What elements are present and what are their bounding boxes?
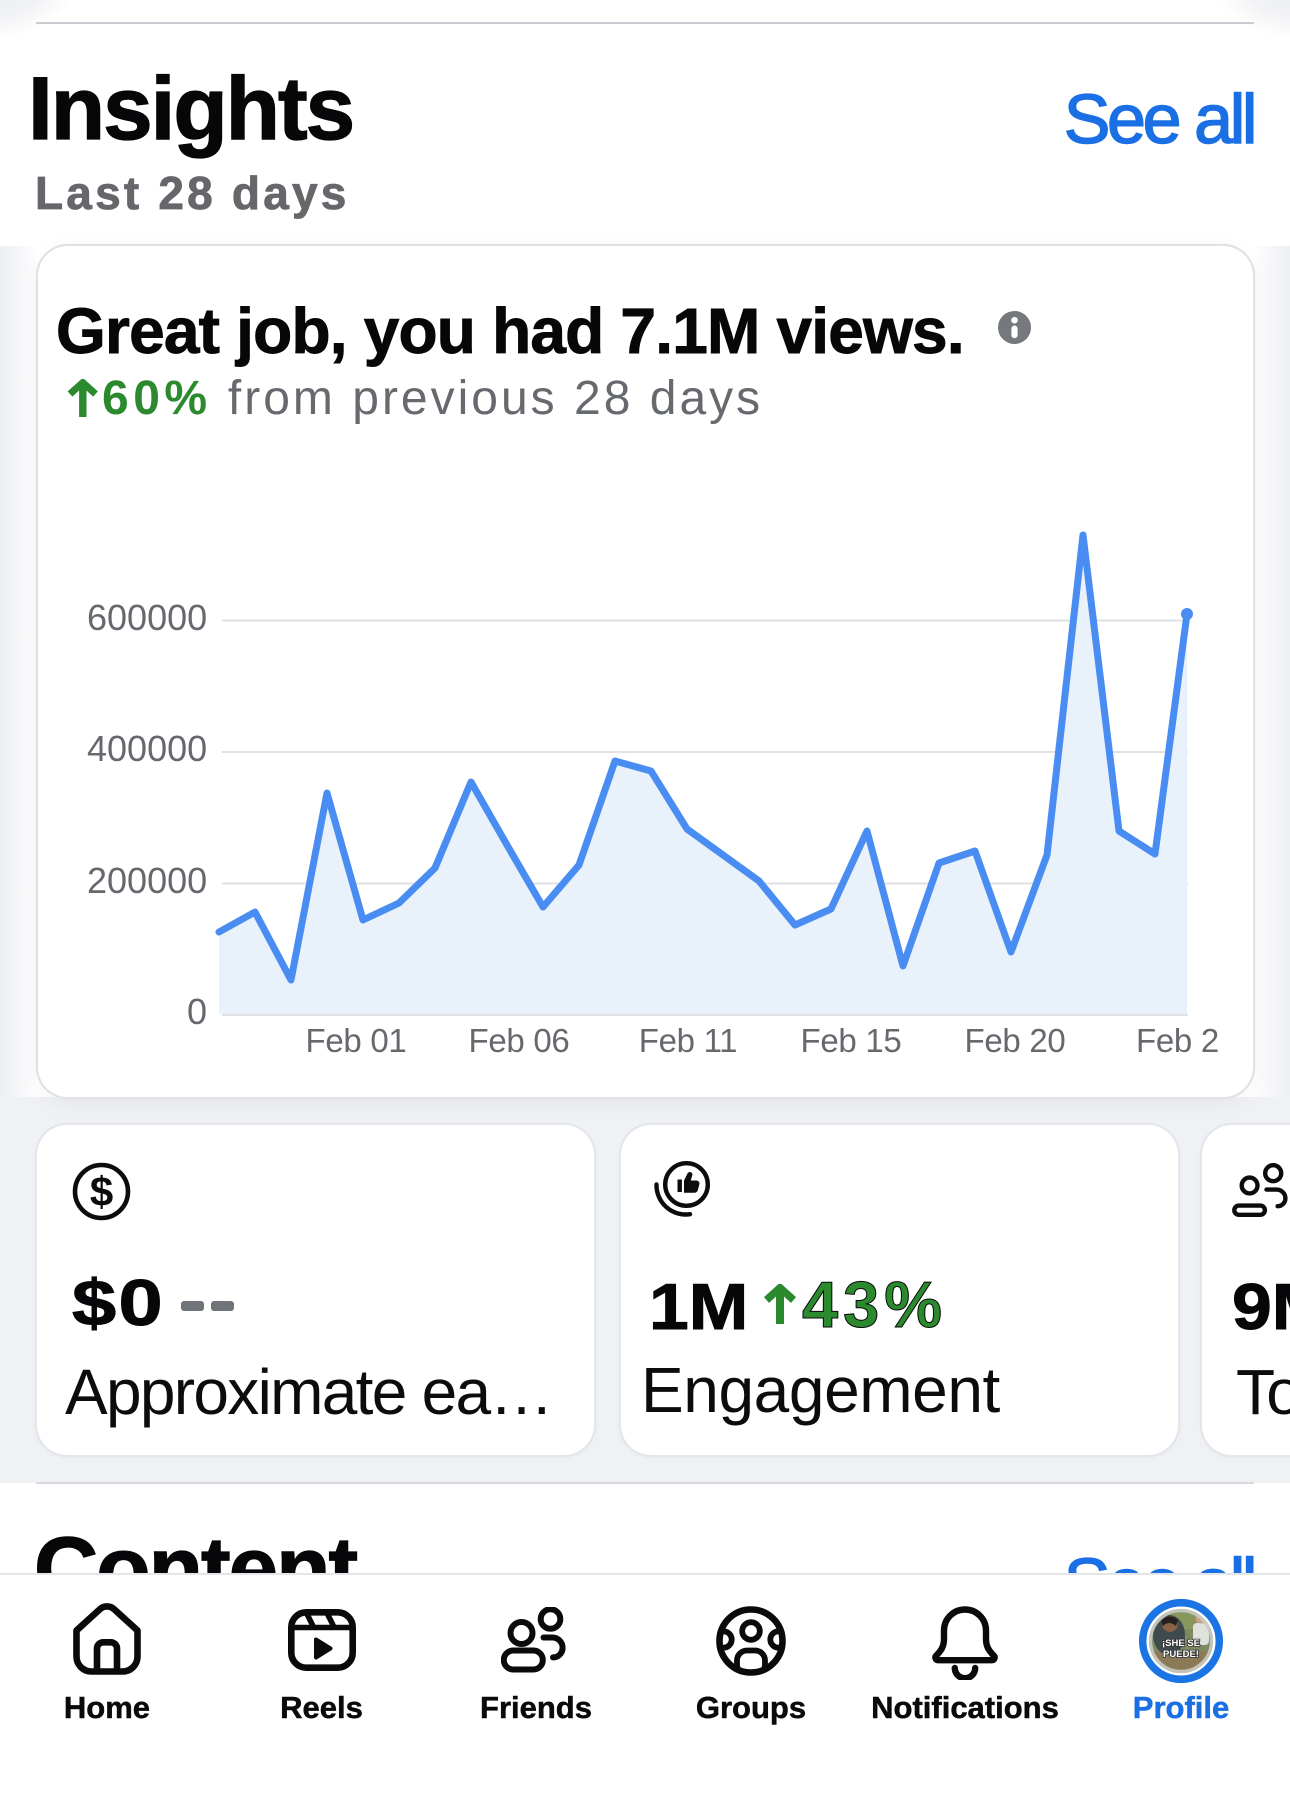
svg-text:PUEDE!: PUEDE!	[1163, 1649, 1199, 1660]
svg-text:$: $	[90, 1168, 113, 1215]
svg-text:¡SHE SE: ¡SHE SE	[1162, 1638, 1200, 1649]
